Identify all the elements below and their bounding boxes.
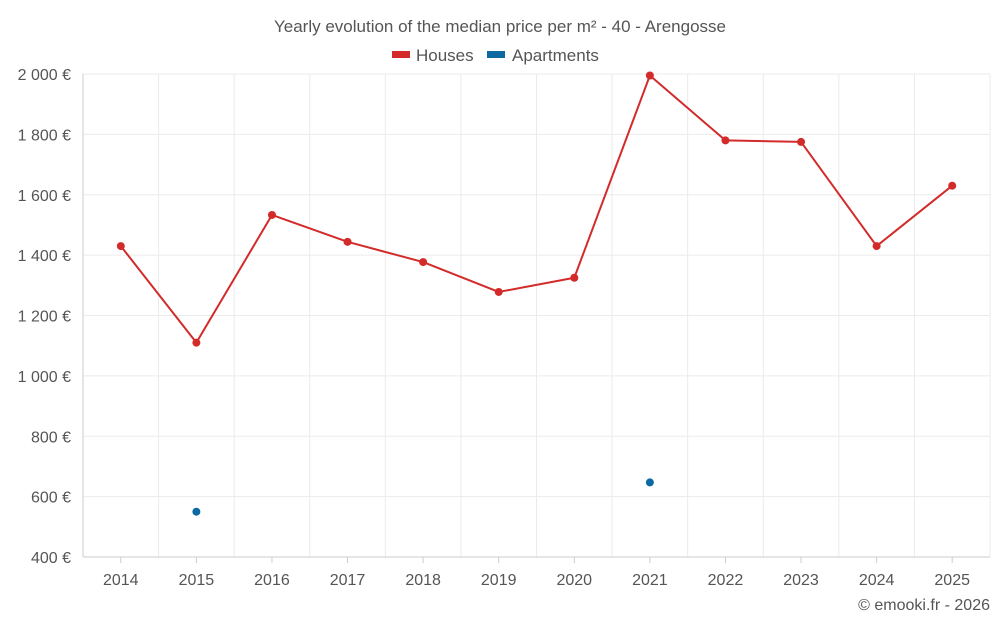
- legend-item-houses[interactable]: Houses: [392, 46, 474, 65]
- x-axis-ticks: 2014 2015 2016 2017 2018 2019 2020 2021 2022 2023…: [103, 572, 970, 589]
- x-tick-label: 2022: [708, 572, 744, 589]
- y-tick-label: 1 800 €: [18, 127, 71, 144]
- x-tick-label: 2018: [405, 572, 441, 589]
- data-point-apartments-2021[interactable]: [645, 478, 654, 487]
- y-tick-label: 1 200 €: [18, 309, 71, 326]
- y-tick-label: 1 600 €: [18, 188, 71, 205]
- series: [116, 71, 957, 516]
- x-tick-label: 2015: [179, 572, 215, 589]
- data-point-houses-2019[interactable]: [494, 287, 503, 296]
- x-tick-label: 2017: [330, 572, 366, 589]
- data-point-houses-2020[interactable]: [570, 273, 579, 282]
- data-point-houses-2014[interactable]: [116, 242, 125, 251]
- x-tick-label: 2019: [481, 572, 517, 589]
- legend-label-apartments: Apartments: [512, 46, 599, 65]
- x-tick-label: 2023: [783, 572, 819, 589]
- y-tick-label: 1 000 €: [18, 369, 71, 386]
- data-point-houses-2016[interactable]: [267, 210, 276, 219]
- data-point-houses-2023[interactable]: [797, 137, 806, 146]
- data-point-houses-2024[interactable]: [872, 242, 881, 251]
- series-houses: [116, 71, 957, 347]
- data-point-houses-2017[interactable]: [343, 237, 352, 246]
- y-tick-label: 2 000 €: [18, 67, 71, 84]
- legend-swatch-apartments: [487, 51, 505, 58]
- y-tick-label: 800 €: [31, 429, 71, 446]
- axes: [82, 74, 990, 563]
- y-tick-label: 600 €: [31, 490, 71, 507]
- series-line-houses: [120, 74, 953, 344]
- legend: Houses Apartments: [392, 46, 599, 65]
- data-point-houses-2018[interactable]: [419, 258, 428, 267]
- copyright-footer: © emooki.fr - 2026: [858, 597, 990, 614]
- y-tick-label: 1 400 €: [18, 248, 71, 265]
- data-point-houses-2015[interactable]: [192, 338, 201, 347]
- legend-label-houses: Houses: [416, 46, 474, 65]
- x-tick-label: 2014: [103, 572, 139, 589]
- data-point-houses-2022[interactable]: [721, 136, 730, 145]
- y-axis-ticks: 400 € 600 € 800 € 1 000 € 1 200 € 1 400 € 1 60…: [18, 67, 71, 567]
- x-tick-label: 2016: [254, 572, 290, 589]
- grid: [83, 73, 991, 557]
- legend-swatch-houses: [392, 51, 410, 58]
- x-tick-label: 2024: [859, 572, 895, 589]
- legend-item-apartments[interactable]: Apartments: [487, 46, 599, 65]
- x-tick-label: 2020: [556, 572, 592, 589]
- series-apartments: [192, 478, 654, 516]
- x-tick-label: 2025: [934, 572, 970, 589]
- x-tick-label: 2021: [632, 572, 668, 589]
- data-point-apartments-2015[interactable]: [192, 507, 201, 516]
- data-point-houses-2021[interactable]: [645, 71, 654, 80]
- chart-title: Yearly evolution of the median price per…: [274, 17, 726, 36]
- y-tick-label: 400 €: [31, 550, 71, 567]
- data-point-houses-2025[interactable]: [948, 181, 957, 190]
